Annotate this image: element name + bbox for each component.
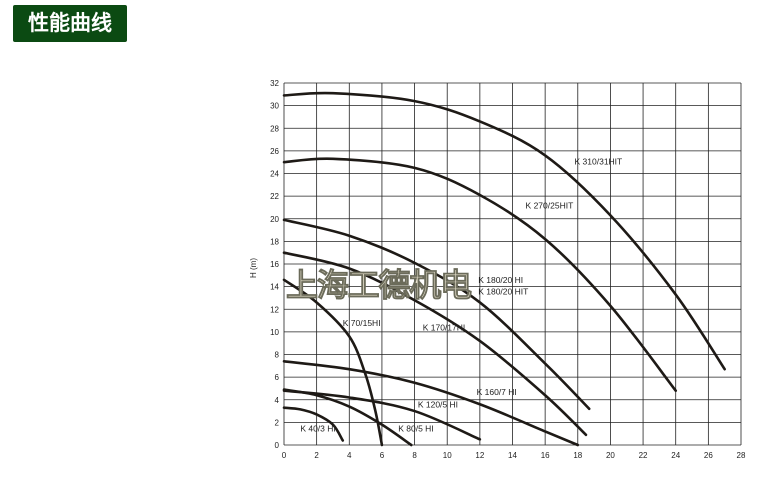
x-tick-label: 28 xyxy=(737,451,746,460)
x-tick-label: 10 xyxy=(443,451,452,460)
y-tick-label: 16 xyxy=(270,260,279,269)
x-tick-label: 18 xyxy=(573,451,582,460)
curve-label: K 160/7 HI xyxy=(477,387,517,397)
x-tick-label: 22 xyxy=(639,451,648,460)
y-tick-label: 24 xyxy=(270,170,279,179)
curve-k-310-31hit xyxy=(282,91,726,371)
curve-label: K 310/31HIT xyxy=(575,156,623,166)
y-axis-label: H (m) xyxy=(249,258,258,278)
x-tick-label: 8 xyxy=(412,451,417,460)
x-tick-label: 26 xyxy=(704,451,713,460)
curve-label: K 270/25HIT xyxy=(526,201,574,211)
y-tick-label: 22 xyxy=(270,192,279,201)
x-tick-label: 20 xyxy=(606,451,615,460)
curve-label: K 180/20 HIT xyxy=(478,287,528,297)
curve-k-160-7-hi xyxy=(282,359,580,447)
y-tick-label: 0 xyxy=(275,441,280,450)
curve-label: K 80/5 HI xyxy=(398,423,433,433)
y-tick-label: 20 xyxy=(270,215,279,224)
y-tick-label: 4 xyxy=(275,396,280,405)
curve-label: K 180/20 HI xyxy=(478,275,523,285)
y-tick-label: 8 xyxy=(275,351,280,360)
y-tick-label: 26 xyxy=(270,147,279,156)
curve-label: K 40/3 HI xyxy=(300,423,335,433)
x-tick-label: 24 xyxy=(671,451,680,460)
x-tick-label: 2 xyxy=(314,451,319,460)
watermark: 上海工德机电 xyxy=(286,266,472,304)
curve-k-120-5-hi xyxy=(282,389,482,441)
x-tick-label: 14 xyxy=(508,451,517,460)
curve-label: K 70/15HI xyxy=(343,318,381,328)
y-tick-label: 30 xyxy=(270,102,279,111)
y-tick-label: 12 xyxy=(270,305,279,314)
y-tick-label: 18 xyxy=(270,237,279,246)
y-tick-label: 10 xyxy=(270,328,279,337)
curve-label: K 120/5 HI xyxy=(418,400,458,410)
curve-label: K 170/17HI xyxy=(423,323,466,333)
y-tick-label: 6 xyxy=(275,373,280,382)
curve-k-40-3-hi xyxy=(282,406,345,442)
curve-k-270-25hit xyxy=(282,157,678,392)
y-tick-label: 2 xyxy=(275,418,280,427)
curve-k-70-15hi xyxy=(282,278,384,447)
y-tick-label: 14 xyxy=(270,283,279,292)
x-tick-label: 4 xyxy=(347,451,352,460)
x-tick-label: 6 xyxy=(380,451,385,460)
x-tick-label: 16 xyxy=(541,451,550,460)
y-tick-label: 28 xyxy=(270,124,279,133)
curve-k-180-20-hi xyxy=(282,218,591,411)
curve-k-170-17hi xyxy=(282,251,588,437)
page-title: 性能曲线 xyxy=(13,5,127,42)
x-tick-label: 12 xyxy=(475,451,484,460)
x-tick-label: 0 xyxy=(282,451,287,460)
y-tick-label: 32 xyxy=(270,79,279,88)
